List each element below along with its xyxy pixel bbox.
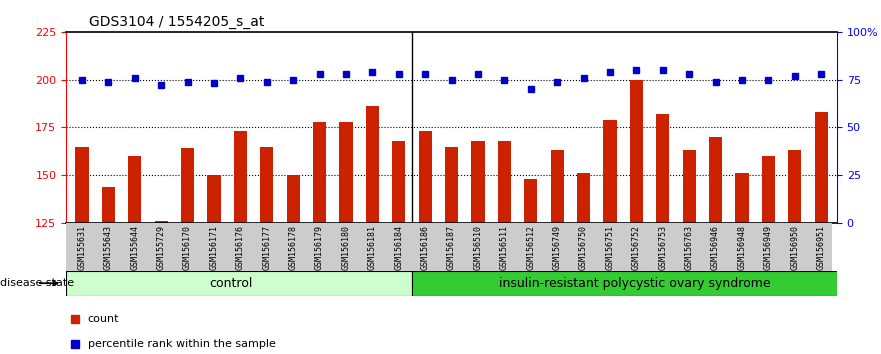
Text: GSM156951: GSM156951 [817, 225, 825, 270]
Text: GSM156181: GSM156181 [367, 225, 377, 270]
Text: GSM156763: GSM156763 [685, 225, 693, 270]
Text: GSM156178: GSM156178 [289, 225, 298, 270]
Bar [286, 175, 300, 223]
Bar [815, 112, 828, 223]
Bar [577, 173, 590, 223]
Bar [709, 137, 722, 223]
Text: GSM155644: GSM155644 [130, 225, 139, 270]
Bar [683, 150, 696, 223]
Bar [313, 122, 326, 223]
Text: GSM155729: GSM155729 [157, 225, 166, 270]
Text: GSM156170: GSM156170 [183, 225, 192, 270]
Text: GSM156179: GSM156179 [315, 225, 324, 270]
Text: GSM156750: GSM156750 [579, 225, 588, 270]
Text: GSM156752: GSM156752 [632, 225, 640, 270]
Text: GSM156946: GSM156946 [711, 225, 720, 270]
Text: GSM156171: GSM156171 [210, 225, 218, 270]
Text: GSM156950: GSM156950 [790, 225, 799, 270]
Text: count: count [88, 314, 119, 324]
Bar [524, 179, 537, 223]
Text: GSM156176: GSM156176 [236, 225, 245, 270]
Bar [551, 150, 564, 223]
Text: control: control [210, 277, 253, 290]
Text: GSM156180: GSM156180 [342, 225, 351, 270]
Bar [260, 147, 273, 223]
Bar [656, 114, 670, 223]
Bar [66, 271, 412, 296]
Text: GSM156749: GSM156749 [552, 225, 561, 270]
Text: GSM156177: GSM156177 [263, 225, 271, 270]
Bar [101, 187, 115, 223]
Text: percentile rank within the sample: percentile rank within the sample [88, 339, 276, 349]
Bar [154, 221, 167, 223]
Text: GSM156187: GSM156187 [447, 225, 456, 270]
Text: GSM156184: GSM156184 [394, 225, 403, 270]
Text: GSM156511: GSM156511 [500, 225, 509, 270]
Bar [736, 173, 749, 223]
Text: GDS3104 / 1554205_s_at: GDS3104 / 1554205_s_at [89, 16, 264, 29]
Text: GSM156948: GSM156948 [737, 225, 746, 270]
Bar [392, 141, 405, 223]
Bar [630, 80, 643, 223]
Bar [181, 148, 194, 223]
Bar [75, 147, 88, 223]
Bar [339, 122, 352, 223]
Bar [603, 120, 617, 223]
Bar [445, 147, 458, 223]
Text: GSM155631: GSM155631 [78, 225, 86, 270]
Bar [418, 131, 432, 223]
Bar [412, 271, 858, 296]
Text: disease state: disease state [0, 278, 74, 288]
Text: GSM156753: GSM156753 [658, 225, 667, 270]
Bar [471, 141, 485, 223]
Bar [498, 141, 511, 223]
Bar [233, 131, 247, 223]
Text: GSM156751: GSM156751 [605, 225, 614, 270]
Bar [788, 150, 802, 223]
Text: GSM155643: GSM155643 [104, 225, 113, 270]
Text: GSM156512: GSM156512 [526, 225, 536, 270]
Bar [207, 175, 220, 223]
Bar [762, 156, 775, 223]
Text: GSM156186: GSM156186 [420, 225, 430, 270]
Text: GSM156949: GSM156949 [764, 225, 773, 270]
Bar [366, 107, 379, 223]
Bar [128, 156, 141, 223]
Text: insulin-resistant polycystic ovary syndrome: insulin-resistant polycystic ovary syndr… [500, 277, 771, 290]
Text: GSM156510: GSM156510 [473, 225, 483, 270]
